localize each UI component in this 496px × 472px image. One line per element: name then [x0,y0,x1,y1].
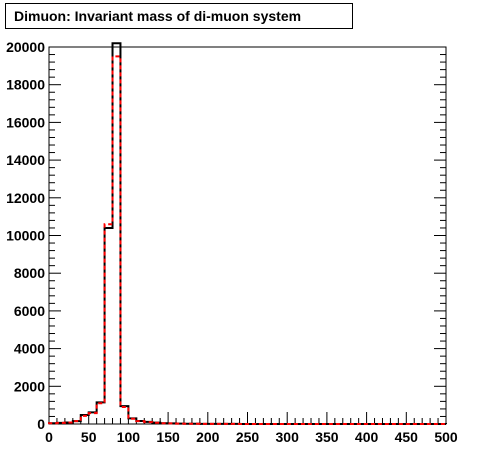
y-tick-label: 4000 [14,341,45,357]
y-tick-label: 14000 [6,152,45,168]
x-tick-label: 300 [276,429,300,445]
y-tick-label: 10000 [6,228,45,244]
y-tick-label: 18000 [6,77,45,93]
x-tick-label: 0 [45,429,53,445]
y-tick-label: 6000 [14,303,45,319]
y-tick-label: 2000 [14,378,45,394]
chart-title-box: Dimuon: Invariant mass of di-muon system [5,3,353,29]
chart-title: Dimuon: Invariant mass of di-muon system [14,8,302,24]
x-tick-label: 150 [156,429,180,445]
x-tick-label: 450 [395,429,419,445]
x-tick-label: 350 [315,429,339,445]
histogram-series-solid [48,42,447,425]
plot-frame [48,46,447,425]
x-tick-label: 250 [236,429,260,445]
x-tick-label: 50 [81,429,97,445]
y-tick-label: 8000 [14,265,45,281]
y-tick-label: 12000 [6,190,45,206]
x-tick-label: 100 [117,429,141,445]
histogram-series-dashed [48,55,447,425]
x-tick-label: 200 [196,429,220,445]
x-tick-label: 400 [355,429,379,445]
x-tick-label: 500 [434,429,458,445]
y-tick-label: 16000 [6,114,45,130]
y-tick-label: 0 [37,416,45,432]
y-tick-label: 20000 [6,39,45,55]
